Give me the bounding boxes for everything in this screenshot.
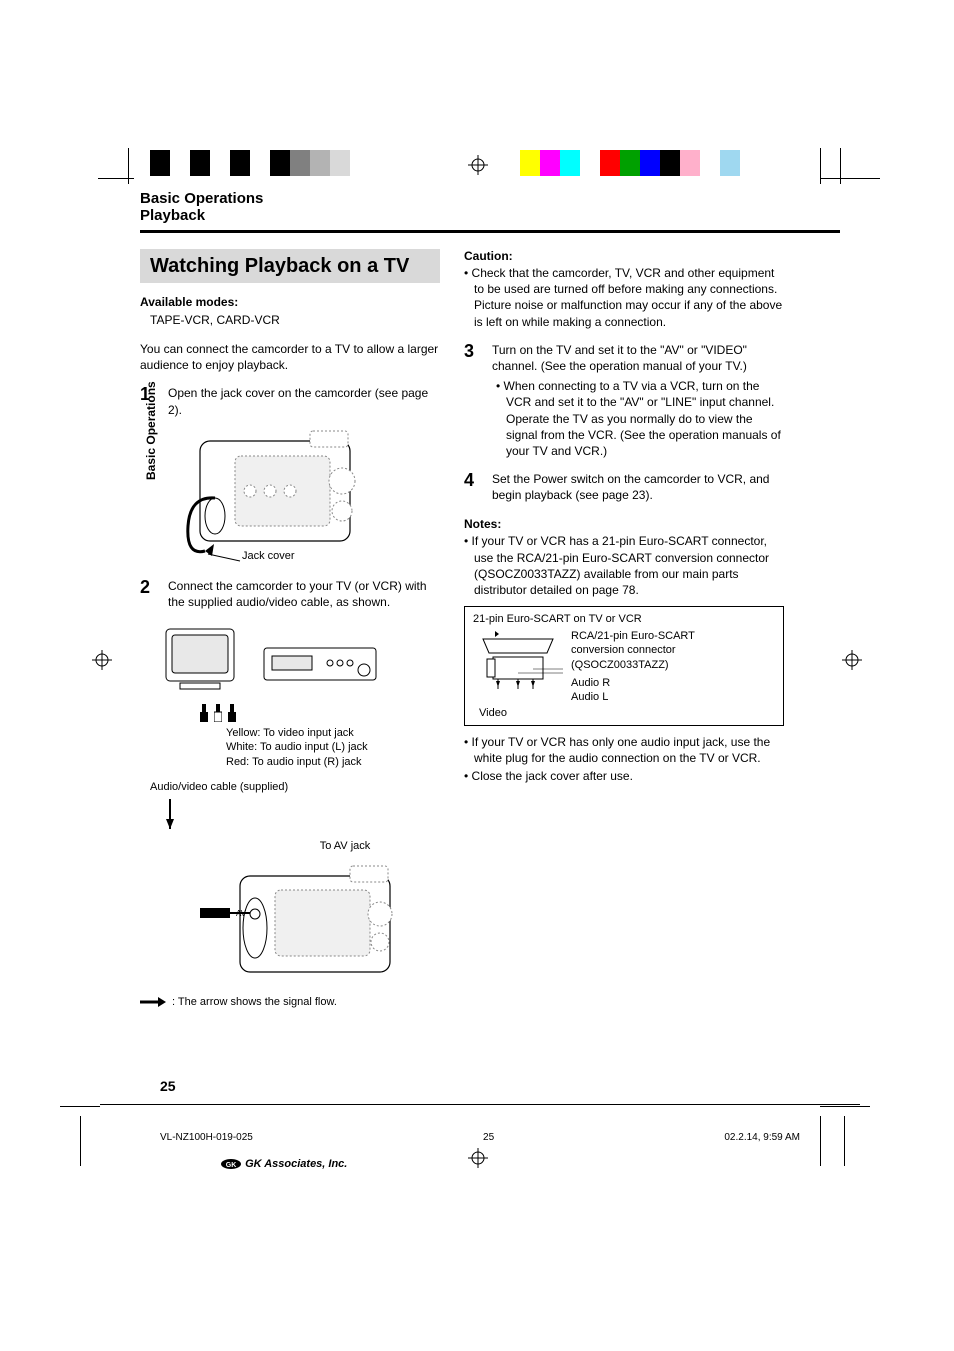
notes-label: Notes:	[464, 517, 784, 531]
page-header: Basic Operations Playback	[140, 190, 840, 224]
scart-diagram-box: 21-pin Euro-SCART on TV or VCR	[464, 606, 784, 725]
note-1: • If your TV or VCR has a 21-pin Euro-SC…	[464, 533, 784, 598]
footer-timestamp: 02.2.14, 9:59 AM	[724, 1132, 800, 1143]
footer-row: VL-NZ100H-019-025 25 02.2.14, 9:59 AM	[160, 1132, 800, 1143]
available-modes-value: TAPE-VCR, CARD-VCR	[150, 313, 280, 327]
scart-video-label: Video	[479, 707, 507, 719]
registration-target-bottom	[468, 1148, 488, 1168]
available-modes-label: Available modes:	[140, 295, 238, 309]
step-3-sub: • When connecting to a TV via a VCR, tur…	[492, 378, 784, 459]
step-3-number: 3	[464, 342, 482, 459]
plug-white-label: White: To audio input (L) jack	[226, 740, 440, 754]
company-logo-icon: GK	[220, 1158, 242, 1170]
step-2-text: Connect the camcorder to your TV (or VCR…	[168, 578, 440, 610]
footer-doc-id: VL-NZ100H-019-025	[160, 1132, 253, 1143]
intro-paragraph: You can connect the camcorder to a TV to…	[140, 341, 440, 373]
step-1-number: 1	[140, 385, 158, 417]
colorbar-left	[150, 150, 370, 176]
header-line1: Basic Operations	[140, 190, 840, 207]
scart-connector-icon	[473, 629, 563, 689]
step-1: 1 Open the jack cover on the camcorder (…	[140, 385, 440, 417]
plug-red-label: Red: To audio input (R) jack	[226, 755, 440, 769]
footer-page-print: 25	[483, 1132, 494, 1143]
available-modes: Available modes: TAPE-VCR, CARD-VCR	[140, 293, 440, 329]
footer-company-text: GK Associates, Inc.	[245, 1158, 347, 1170]
note-3: • Close the jack cover after use.	[464, 768, 784, 784]
step-4-number: 4	[464, 471, 482, 503]
step-3-main: Turn on the TV and set it to the "AV" or…	[492, 343, 747, 373]
arrow-legend-text: : The arrow shows the signal flow.	[172, 996, 337, 1008]
to-av-jack-label: To AV jack	[250, 840, 440, 852]
step-4: 4 Set the Power switch on the camcorder …	[464, 471, 784, 503]
two-column-layout: Watching Playback on a TV Available mode…	[140, 249, 840, 1008]
step-4-text: Set the Power switch on the camcorder to…	[492, 471, 784, 503]
step-2: 2 Connect the camcorder to your TV (or V…	[140, 578, 440, 610]
scart-title: 21-pin Euro-SCART on TV or VCR	[473, 613, 775, 625]
step-1-text: Open the jack cover on the camcorder (se…	[168, 385, 440, 417]
svg-text:GK: GK	[226, 1162, 237, 1169]
jack-cover-label: Jack cover	[242, 550, 295, 562]
rca-plugs	[200, 704, 440, 722]
note-2: • If your TV or VCR has only one audio i…	[464, 734, 784, 766]
header-line2: Playback	[140, 207, 840, 224]
plug-yellow-label: Yellow: To video input jack	[226, 726, 440, 740]
caution-body: • Check that the camcorder, TV, VCR and …	[464, 265, 784, 330]
step-3-text: Turn on the TV and set it to the "AV" or…	[492, 342, 784, 459]
scart-audio-r: Audio R	[571, 676, 695, 690]
scart-line3: (QSOCZ0033TAZZ)	[571, 658, 695, 672]
scart-line1: RCA/21-pin Euro-SCART	[571, 629, 695, 643]
colorbar-right	[520, 150, 740, 176]
scart-audio-l: Audio L	[571, 690, 695, 704]
column-left: Watching Playback on a TV Available mode…	[140, 249, 440, 1008]
registration-target-top	[468, 155, 488, 175]
registration-target-right	[842, 650, 862, 670]
step-2-number: 2	[140, 578, 158, 610]
tv-vcr-diagram	[160, 618, 380, 698]
caution-label: Caution:	[464, 249, 784, 263]
section-title-box: Watching Playback on a TV	[140, 249, 440, 283]
column-right: Caution: • Check that the camcorder, TV,…	[464, 249, 784, 1008]
arrow-icon	[140, 996, 166, 1008]
av-cable-label: Audio/video cable (supplied)	[150, 781, 440, 793]
camcorder-diagram: Jack cover	[170, 426, 370, 566]
header-rule	[140, 230, 840, 233]
plug-labels: Yellow: To video input jack White: To au…	[226, 726, 440, 769]
footer-rule	[100, 1104, 860, 1105]
section-title: Watching Playback on a TV	[150, 255, 430, 277]
footer-company: GK GK Associates, Inc.	[220, 1158, 347, 1170]
step-3: 3 Turn on the TV and set it to the "AV" …	[464, 342, 784, 459]
scart-labels: RCA/21-pin Euro-SCART conversion connect…	[571, 629, 695, 704]
arrow-legend: : The arrow shows the signal flow.	[140, 996, 440, 1008]
page-number: 25	[160, 1078, 176, 1094]
registration-target-left	[92, 650, 112, 670]
page-content: Basic Operations Playback Watching Playb…	[140, 190, 840, 1008]
scart-line2: conversion connector	[571, 643, 695, 657]
signal-arrow-icon	[150, 799, 350, 829]
camcorder-av-diagram: AV	[200, 858, 400, 988]
